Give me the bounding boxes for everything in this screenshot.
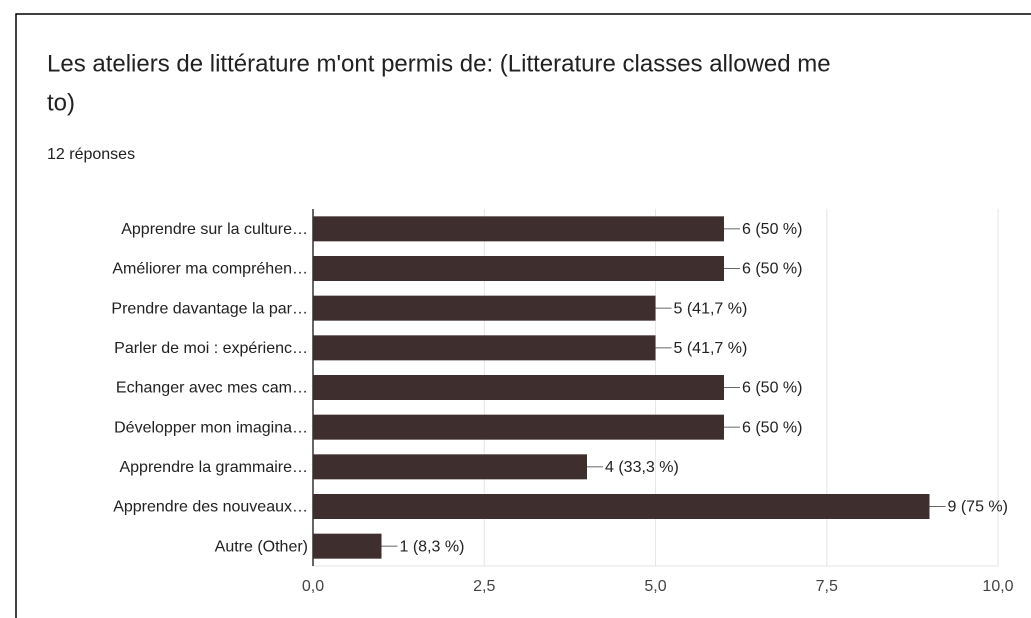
x-tick-label: 5,0 bbox=[644, 578, 666, 595]
value-label: 4 (33,3 %) bbox=[605, 459, 679, 476]
y-tick-label: Parler de moi : expérienc… bbox=[114, 340, 308, 357]
chart-subtitle: 12 réponses bbox=[47, 146, 135, 163]
chart-title: Les ateliers de littérature m'ont permis… bbox=[47, 50, 831, 77]
bar bbox=[313, 335, 656, 361]
y-tick-label: Apprendre la grammaire… bbox=[119, 459, 308, 476]
value-label: 9 (75 %) bbox=[948, 499, 1008, 516]
bar bbox=[313, 216, 724, 242]
value-label: 6 (50 %) bbox=[742, 221, 802, 238]
value-label: 5 (41,7 %) bbox=[674, 300, 748, 317]
bar bbox=[313, 375, 724, 400]
x-tick-label: 7,5 bbox=[816, 578, 838, 595]
x-tick-label: 10,0 bbox=[982, 578, 1013, 595]
value-label: 6 (50 %) bbox=[742, 419, 802, 436]
x-tick-label: 2,5 bbox=[473, 578, 495, 595]
chart-title-line: to) bbox=[47, 89, 75, 116]
y-tick-label: Améliorer ma compréhen… bbox=[112, 261, 308, 278]
x-tick-label: 0,0 bbox=[302, 578, 324, 595]
bar bbox=[313, 454, 587, 480]
y-tick-label: Prendre davantage la par… bbox=[111, 300, 308, 317]
bar bbox=[313, 494, 930, 519]
value-label: 6 (50 %) bbox=[742, 261, 802, 278]
y-tick-label: Echanger avec mes cam… bbox=[116, 380, 308, 397]
bar bbox=[313, 533, 382, 559]
y-tick-label: Apprendre sur la culture… bbox=[121, 221, 308, 238]
y-tick-label: Autre (Other) bbox=[215, 538, 308, 555]
y-tick-label: Développer mon imagina… bbox=[114, 419, 308, 436]
bar bbox=[313, 414, 724, 440]
bar bbox=[313, 295, 656, 321]
card-border bbox=[15, 13, 1031, 618]
bar bbox=[313, 256, 724, 281]
value-label: 5 (41,7 %) bbox=[674, 340, 748, 357]
value-label: 6 (50 %) bbox=[742, 380, 802, 397]
value-label: 1 (8,3 %) bbox=[400, 538, 465, 555]
y-tick-label: Apprendre des nouveaux… bbox=[113, 499, 308, 516]
